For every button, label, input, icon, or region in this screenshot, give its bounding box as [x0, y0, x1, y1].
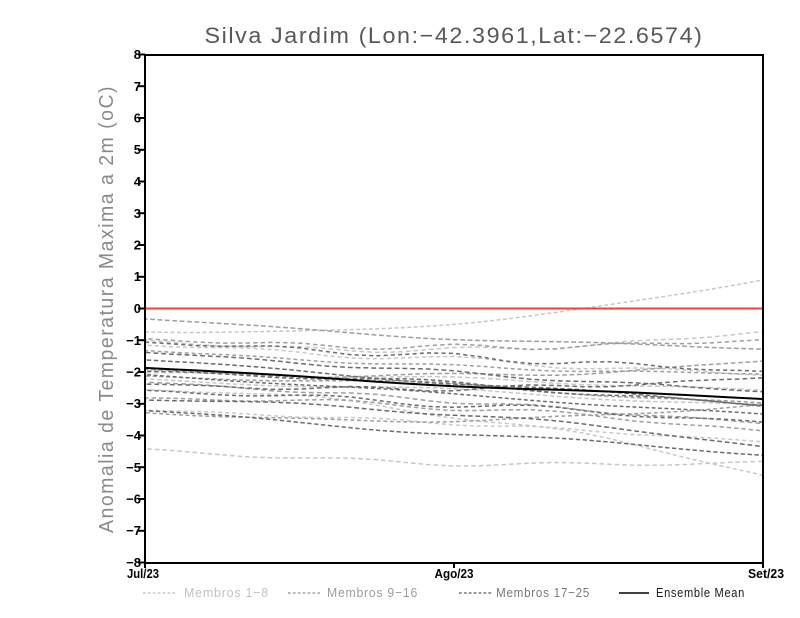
svg-text:Ensemble Mean: Ensemble Mean	[656, 585, 745, 600]
svg-text:Membros 1−8: Membros 1−8	[184, 585, 269, 600]
svg-text:1: 1	[134, 269, 141, 284]
svg-text:−4: −4	[126, 428, 142, 443]
svg-text:−5: −5	[126, 460, 141, 475]
svg-text:2: 2	[134, 238, 141, 253]
svg-text:5: 5	[134, 142, 141, 157]
svg-text:−3: −3	[126, 396, 141, 411]
svg-text:Membros 17−25: Membros 17−25	[496, 585, 590, 600]
svg-text:Ago/23: Ago/23	[435, 566, 474, 581]
svg-text:7: 7	[134, 79, 141, 94]
svg-text:−7: −7	[126, 523, 141, 538]
svg-text:3: 3	[134, 206, 141, 221]
svg-text:6: 6	[134, 111, 141, 126]
svg-text:−1: −1	[126, 333, 141, 348]
svg-text:0: 0	[134, 301, 141, 316]
svg-text:4: 4	[134, 174, 142, 189]
svg-text:Anomalia de Temperatura Maxima: Anomalia de Temperatura Maxima a 2m (oC)	[96, 85, 118, 533]
svg-text:Jul/23: Jul/23	[127, 566, 159, 581]
svg-text:−8: −8	[126, 555, 141, 570]
svg-text:Silva Jardim (Lon:−42.3961,Lat: Silva Jardim (Lon:−42.3961,Lat:−22.6574)	[205, 23, 704, 48]
svg-text:8: 8	[134, 47, 141, 62]
svg-text:−6: −6	[126, 492, 141, 507]
svg-text:Membros 9−16: Membros 9−16	[327, 585, 418, 600]
svg-text:−2: −2	[126, 365, 141, 380]
svg-text:Set/23: Set/23	[748, 566, 784, 581]
